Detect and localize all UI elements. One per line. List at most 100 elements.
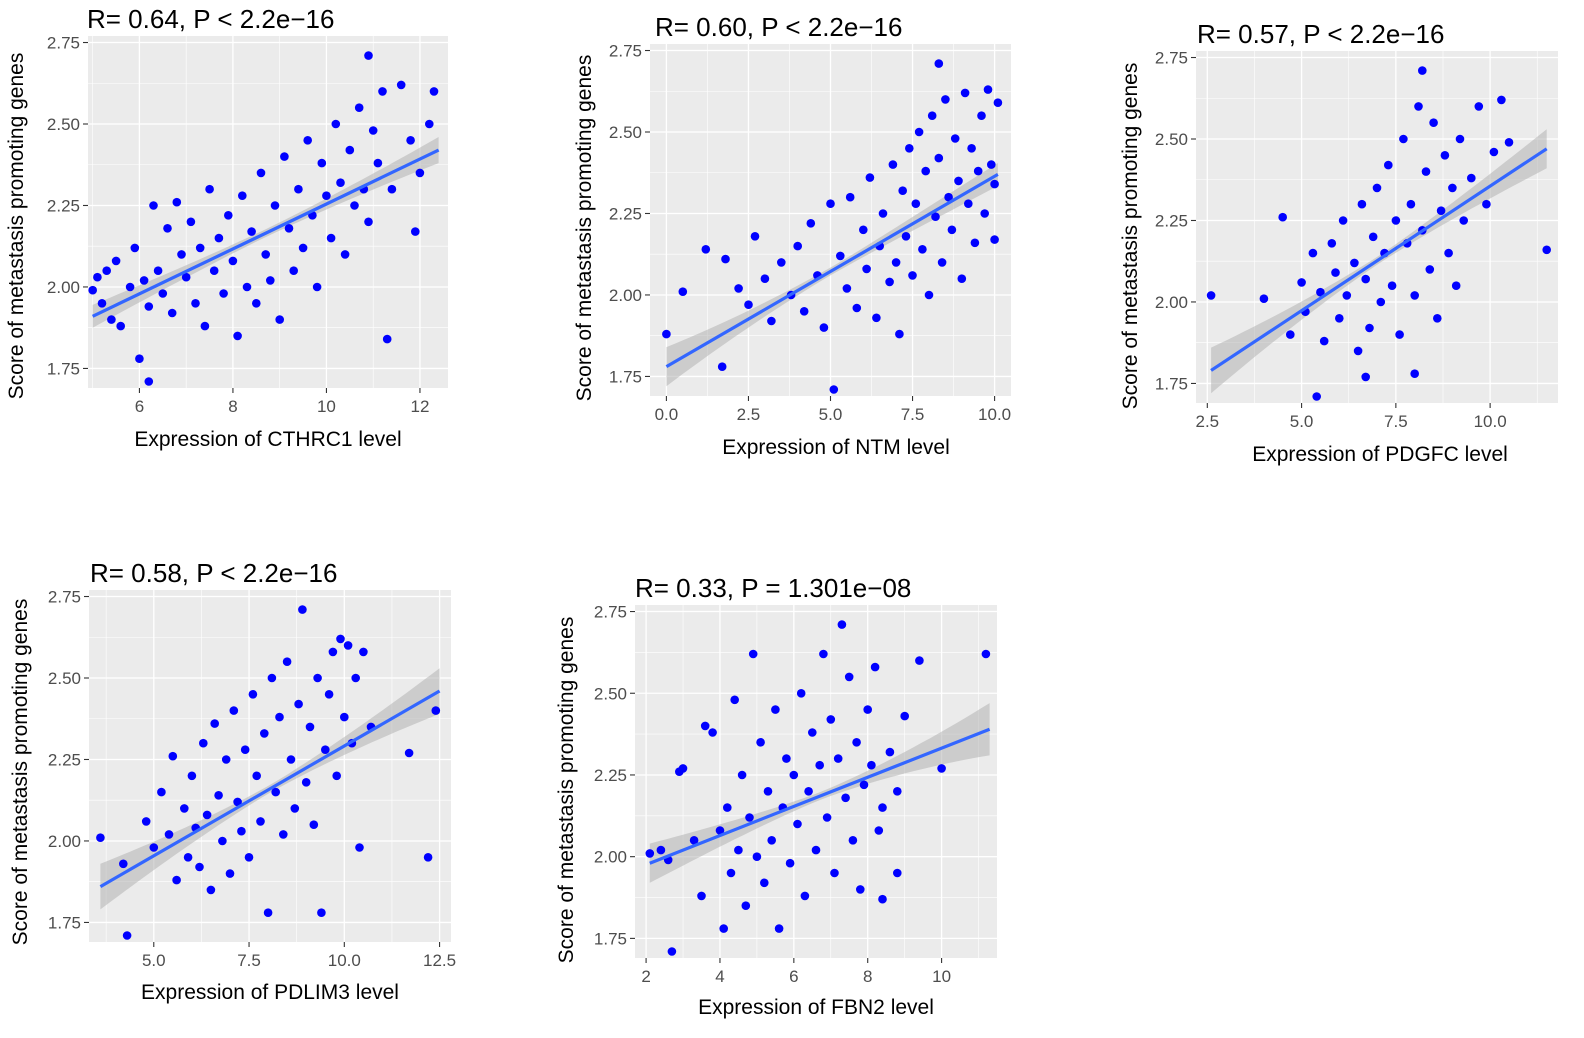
- data-point: [1418, 66, 1427, 75]
- data-point: [97, 299, 107, 308]
- x-tick-label: 7.5: [1384, 412, 1408, 431]
- regression-line: [649, 727, 991, 865]
- y-tick-label: 2.00: [609, 286, 642, 305]
- data-point: [1308, 248, 1318, 258]
- regression-line: [91, 148, 440, 318]
- data-point: [218, 836, 227, 846]
- data-point: [364, 217, 373, 227]
- data-point: [931, 212, 940, 221]
- y-tick-label: 2.00: [47, 278, 80, 297]
- data-point: [911, 199, 921, 208]
- y-tick-label: 2.50: [1155, 130, 1188, 149]
- x-axis-title: Expression of PDLIM3 level: [141, 981, 399, 1004]
- x-axis-title: Expression of CTHRC1 level: [134, 428, 401, 451]
- data-point: [1436, 206, 1446, 215]
- data-point: [859, 225, 868, 235]
- data-point: [351, 673, 361, 683]
- data-point: [233, 331, 242, 341]
- data-point: [808, 728, 817, 737]
- data-point: [744, 300, 753, 310]
- data-point: [1319, 336, 1329, 346]
- data-point: [829, 385, 839, 394]
- data-point: [937, 258, 947, 267]
- data-point: [267, 673, 277, 683]
- data-point: [1425, 265, 1435, 274]
- x-tick-label: 2: [641, 967, 650, 986]
- data-point: [251, 299, 261, 308]
- data-point: [1444, 248, 1453, 258]
- data-point: [867, 760, 876, 770]
- data-point: [141, 817, 151, 826]
- data-point: [244, 853, 254, 862]
- data-point: [312, 282, 322, 292]
- y-tick-label: 2.25: [609, 204, 642, 223]
- data-point: [678, 764, 688, 773]
- data-point: [93, 272, 102, 282]
- data-point: [793, 819, 802, 829]
- data-point: [373, 158, 383, 168]
- data-point: [1410, 369, 1419, 379]
- data-point: [987, 160, 996, 169]
- y-tick-label: 2.00: [48, 832, 81, 851]
- y-tick-label: 2.25: [594, 766, 627, 785]
- panel-fbn2: R= 0.33, P = 1.301e−08 2 4 6 8 10 1.75 2.00 2.2…: [555, 573, 997, 1019]
- data-point: [144, 377, 154, 386]
- data-point: [767, 316, 776, 326]
- data-point: [1316, 287, 1325, 297]
- data-point: [826, 199, 835, 208]
- data-point: [368, 126, 378, 135]
- data-point: [799, 307, 809, 316]
- data-point: [905, 144, 914, 153]
- data-point: [331, 119, 341, 129]
- x-tick-label: 6: [789, 967, 798, 986]
- y-tick-label: 2.75: [47, 34, 80, 53]
- data-point: [350, 201, 359, 210]
- data-point: [977, 111, 986, 120]
- data-point: [404, 748, 414, 758]
- data-point: [1395, 330, 1404, 339]
- data-point: [221, 755, 231, 764]
- data-point: [734, 284, 743, 293]
- panel-title: R= 0.58, P < 2.2e−16: [90, 558, 337, 588]
- data-point: [760, 878, 769, 888]
- y-tick-label: 2.50: [48, 669, 81, 688]
- regression-line: [99, 689, 441, 888]
- data-point: [294, 184, 303, 194]
- data-point: [1259, 294, 1269, 304]
- panel-pdgfc: R= 0.57, P < 2.2e−16 2.5 5.0 7.5 10.0 1.75 2.…: [1119, 19, 1558, 466]
- data-point: [261, 250, 271, 259]
- data-point: [947, 225, 957, 235]
- data-point: [830, 868, 839, 878]
- data-point: [885, 277, 894, 287]
- data-point: [242, 282, 252, 292]
- data-point: [1467, 173, 1476, 183]
- data-point: [915, 656, 924, 665]
- data-point: [149, 843, 159, 852]
- data-point: [878, 803, 887, 812]
- plot-background: [635, 605, 997, 958]
- data-point: [745, 813, 754, 822]
- data-point: [662, 329, 671, 339]
- data-point: [387, 184, 397, 194]
- data-point: [237, 826, 246, 836]
- data-point: [1497, 95, 1506, 105]
- data-point: [1542, 245, 1551, 255]
- data-point: [748, 649, 758, 659]
- x-tick-label: 10.0: [1474, 412, 1507, 431]
- y-axis-title: Score of metastasis promoting genes: [573, 55, 596, 402]
- data-point: [1387, 281, 1397, 291]
- data-point: [313, 673, 322, 683]
- data-point: [1399, 134, 1408, 144]
- data-point: [811, 845, 821, 855]
- data-point: [689, 836, 699, 845]
- data-point: [157, 787, 166, 797]
- data-point: [1414, 102, 1423, 111]
- x-tick-label: 7.5: [901, 405, 925, 424]
- data-point: [836, 251, 845, 261]
- y-axis-title: Score of metastasis promoting genes: [1119, 63, 1142, 410]
- data-point: [298, 243, 308, 253]
- data-point: [822, 813, 832, 822]
- data-point: [1406, 199, 1416, 209]
- plot-background: [88, 36, 448, 388]
- data-point: [734, 845, 743, 855]
